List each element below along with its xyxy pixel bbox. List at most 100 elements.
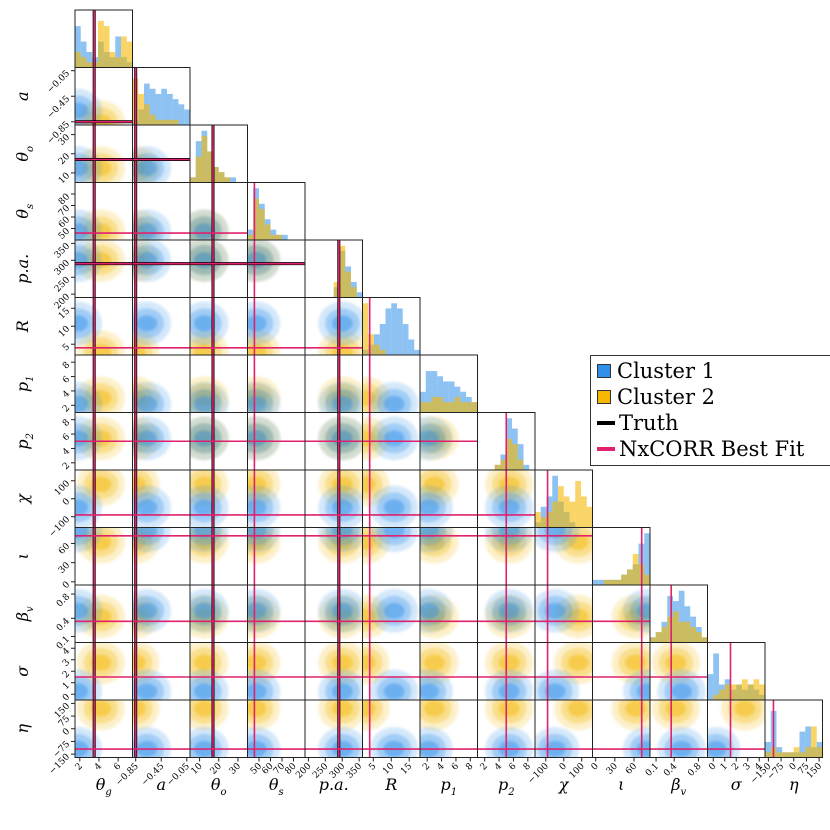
cluster-2-hist-bar (448, 402, 455, 413)
cluster-2-hist-bar (736, 684, 742, 700)
cluster-1-density-contour (544, 683, 566, 700)
cluster-2-hist-bar (517, 459, 524, 470)
cluster-1-density-contour (194, 430, 215, 447)
cluster-2-hist-bar (678, 621, 685, 643)
density-panel-5-6 (362, 355, 419, 413)
x-axis-label: σ (731, 775, 743, 794)
x-axis-label: p2 (498, 775, 515, 798)
y-tick-label: 2 (61, 461, 72, 472)
y-tick-label: −0.45 (46, 94, 73, 121)
cluster-2-hist-bar (98, 20, 104, 68)
cluster-2-hist-bar (247, 234, 254, 240)
cluster-2-hist-bar (627, 569, 633, 585)
density-panel-2-9 (190, 527, 248, 585)
y-axis-label: βv (13, 606, 36, 622)
cluster-2-density-contour (665, 654, 687, 671)
cluster-2-hist-bar (776, 752, 783, 758)
cluster-2-density-contour (498, 654, 520, 671)
y-tick-label: 60 (57, 541, 72, 556)
x-axis-label: ι (618, 775, 624, 794)
cluster-1-hist-bar (75, 26, 81, 68)
cluster-1-density-contour (75, 499, 89, 516)
density-panel-2-5 (190, 297, 248, 355)
cluster-2-hist-bar (753, 679, 760, 700)
y-axis-label: R (13, 320, 32, 333)
cluster-2-hist-bar (224, 177, 231, 183)
cluster-2-hist-bar (420, 402, 426, 413)
cluster-1-density-contour (420, 430, 439, 447)
y-axis-label: θo (13, 146, 36, 162)
y-axis-label: p.a. (13, 254, 32, 284)
cluster-2-density-contour (247, 654, 267, 671)
x-tick-label: 30 (228, 761, 243, 776)
density-panel-7-11 (477, 642, 535, 700)
legend-label-cluster-2: Cluster 2 (617, 385, 716, 409)
cluster-2-hist-bar (259, 208, 265, 240)
cluster-2-hist-bar (126, 41, 133, 68)
density-panel-1-12 (132, 700, 190, 758)
x-tick-label: 0.1 (644, 762, 661, 779)
legend-entry-best-fit: NxCORR Best Fit (597, 436, 830, 462)
cluster-2-density-contour (194, 654, 215, 671)
cluster-2-hist-bar (552, 501, 558, 528)
cluster-2-hist-bar (747, 684, 754, 700)
x-tick-label: 8 (464, 761, 475, 772)
cluster-2-hist-bar (742, 679, 748, 700)
cluster-1-density-contour (194, 499, 215, 516)
x-axis-label: θo (211, 775, 227, 798)
cluster-2-hist-bar (719, 689, 725, 700)
y-axis-label: p2 (13, 433, 36, 450)
density-panel-2-10 (190, 585, 248, 643)
cluster-1-hist-bar (80, 41, 87, 68)
cluster-2-hist-bar (345, 271, 351, 298)
legend-entry-cluster-2: Cluster 2 (597, 384, 830, 410)
cluster-2-hist-bar (730, 684, 737, 700)
cluster-2-hist-bar (581, 496, 587, 528)
cluster-2-density-contour (424, 654, 445, 671)
density-panel-3-11 (247, 642, 305, 700)
cluster-1-density-contour (498, 499, 520, 516)
cluster-2-hist-bar (724, 684, 731, 700)
y-tick-label: 8 (61, 418, 72, 429)
density-panel-11-12 (707, 700, 765, 758)
cluster-2-hist-bar (333, 281, 340, 298)
cluster-2-swatch (597, 390, 611, 404)
x-axis-label: R (384, 775, 397, 794)
cluster-2-hist-bar (368, 334, 374, 355)
cluster-1-density-contour (383, 395, 405, 412)
x-axis-label: θg (96, 775, 112, 798)
x-tick-label: 6 (450, 761, 461, 772)
y-tick-label: 2 (61, 669, 72, 680)
cluster-1-density-contour (194, 315, 215, 332)
density-panel-2-11 (190, 642, 248, 700)
y-tick-label: 150 (53, 701, 72, 720)
cluster-2-density-contour (567, 700, 589, 717)
cluster-2-hist-bar (615, 579, 622, 585)
cluster-2-hist-bar (86, 62, 93, 68)
cluster-2-hist-bar (115, 57, 121, 68)
cluster-1-density-contour (136, 252, 158, 269)
density-panel-8-9 (535, 527, 593, 585)
hist-panel-3-3 (247, 182, 288, 240)
x-tick-label: 4 (93, 761, 104, 772)
cluster-2-hist-bar (351, 287, 357, 298)
hist-panel-9-9 (592, 527, 650, 585)
legend: Cluster 1 Cluster 2 Truth NxCORR Best Fi… (590, 355, 830, 466)
density-panel-0-3 (75, 182, 133, 240)
x-axis-label: a (156, 775, 166, 794)
cluster-1-density-contour (332, 499, 353, 516)
density-panel-0-12 (75, 700, 133, 758)
cluster-2-density-contour (567, 654, 589, 671)
density-panel-0-1 (75, 67, 133, 125)
legend-label-truth: Truth (619, 411, 679, 435)
cluster-2-hist-bar (512, 444, 518, 470)
cluster-1-density-contour (383, 499, 405, 516)
cluster-2-hist-bar (253, 198, 259, 240)
cluster-2-density-contour (424, 700, 445, 717)
cluster-1-density-contour (332, 602, 353, 619)
hist-panel-0-0 (75, 10, 133, 68)
cluster-2-hist-bar (75, 51, 81, 68)
cluster-2-hist-bar (264, 224, 271, 240)
density-panel-1-9 (132, 527, 190, 585)
